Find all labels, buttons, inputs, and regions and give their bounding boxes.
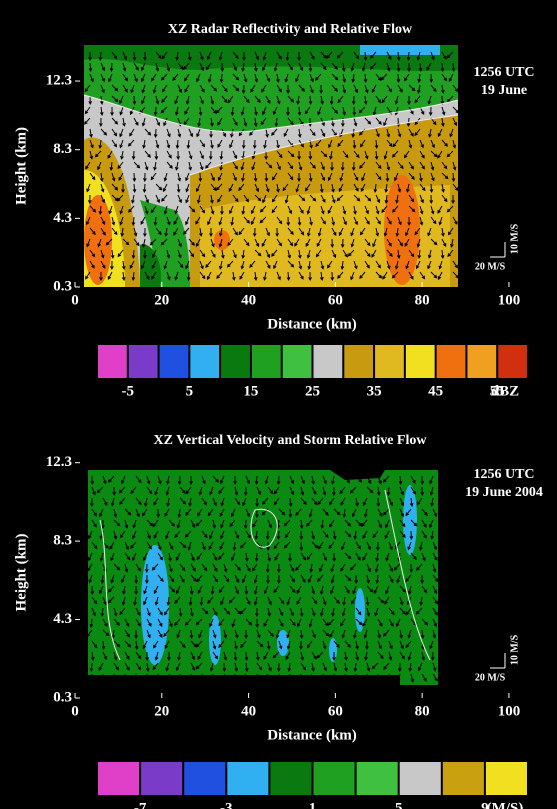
- colorbar-swatch: [498, 345, 527, 378]
- colorbar-swatch: [314, 345, 343, 378]
- y-axis-label: Height (km): [13, 534, 29, 612]
- colorbar-tick-label: 15: [243, 383, 258, 399]
- y-tick-label: 12.3: [46, 72, 72, 88]
- colorbar-tick-label: -5: [122, 383, 135, 399]
- annotation: 1256 UTC: [473, 467, 534, 482]
- colorbar-tick-label: 35: [367, 383, 382, 399]
- colorbar-swatch: [184, 762, 225, 795]
- colorbar-swatch: [437, 345, 466, 378]
- chart-title: XZ Radar Reflectivity and Relative Flow: [168, 22, 413, 37]
- y-axis-label: Height (km): [13, 127, 29, 205]
- annotation: 19 June 2004: [465, 485, 543, 500]
- colorbar-swatch: [160, 345, 189, 378]
- colorbar-swatch: [221, 345, 250, 378]
- scale-label: 10 M/S: [509, 223, 520, 254]
- colorbar-swatch: [375, 345, 404, 378]
- colorbar-tick-label: 5: [395, 800, 403, 809]
- colorbar-tick-label: -7: [134, 800, 147, 809]
- x-tick-label: 0: [71, 703, 79, 719]
- x-tick-label: 80: [415, 292, 430, 308]
- colorbar-swatch: [190, 345, 219, 378]
- colorbar-swatch: [400, 762, 441, 795]
- figure: XZ Radar Reflectivity and Relative Flow 1…: [0, 0, 557, 809]
- y-tick-label: 12.3: [46, 454, 72, 470]
- colorbar-swatch: [227, 762, 268, 795]
- x-tick-label: 20: [154, 292, 169, 308]
- x-axis-label: Distance (km): [267, 727, 357, 743]
- y-tick-label: 0.3: [53, 689, 72, 705]
- colorbar-swatch: [486, 762, 527, 795]
- colorbar-tick-label: 1: [309, 800, 317, 809]
- colorbar-tick-label: 45: [428, 383, 443, 399]
- y-tick-label: 4.3: [53, 210, 72, 226]
- x-tick-label: 40: [241, 292, 256, 308]
- colorbar-unit: (M/S): [487, 800, 524, 809]
- scale-label: 20 M/S: [475, 261, 506, 272]
- colorbar-swatch: [314, 762, 355, 795]
- x-tick-label: 40: [241, 703, 256, 719]
- x-tick-label: 20: [154, 703, 169, 719]
- colorbar-tick-label: 25: [305, 383, 320, 399]
- x-tick-label: 80: [415, 703, 430, 719]
- colorbar-swatch: [98, 345, 127, 378]
- y-tick-label: 8.3: [53, 533, 72, 549]
- colorbar-swatch: [283, 345, 312, 378]
- colorbar-swatch: [270, 762, 311, 795]
- colorbar-unit: dBZ: [491, 383, 519, 399]
- colorbar-swatch: [467, 345, 496, 378]
- colorbar-swatch: [344, 345, 373, 378]
- scale-label: 10 M/S: [509, 634, 520, 665]
- x-tick-label: 100: [498, 292, 521, 308]
- colorbar-swatch: [406, 345, 435, 378]
- annotation: 19 June: [481, 83, 527, 98]
- y-tick-label: 0.3: [53, 278, 72, 294]
- y-tick-label: 8.3: [53, 141, 72, 157]
- colorbar-tick-label: -3: [220, 800, 233, 809]
- colorbar-swatch: [98, 762, 139, 795]
- x-tick-label: 60: [328, 703, 343, 719]
- x-tick-label: 0: [71, 292, 79, 308]
- colorbar-swatch: [443, 762, 484, 795]
- x-tick-label: 60: [328, 292, 343, 308]
- scale-label: 20 M/S: [475, 672, 506, 683]
- colorbar-swatch: [252, 345, 281, 378]
- colorbar-tick-label: 5: [186, 383, 194, 399]
- y-tick-label: 4.3: [53, 611, 72, 627]
- x-tick-label: 100: [498, 703, 521, 719]
- colorbar-swatch: [141, 762, 182, 795]
- x-axis-label: Distance (km): [267, 316, 357, 332]
- chart-title: XZ Vertical Velocity and Storm Relative …: [154, 433, 428, 448]
- colorbar-swatch: [129, 345, 158, 378]
- colorbar-swatch: [357, 762, 398, 795]
- annotation: 1256 UTC: [473, 65, 534, 80]
